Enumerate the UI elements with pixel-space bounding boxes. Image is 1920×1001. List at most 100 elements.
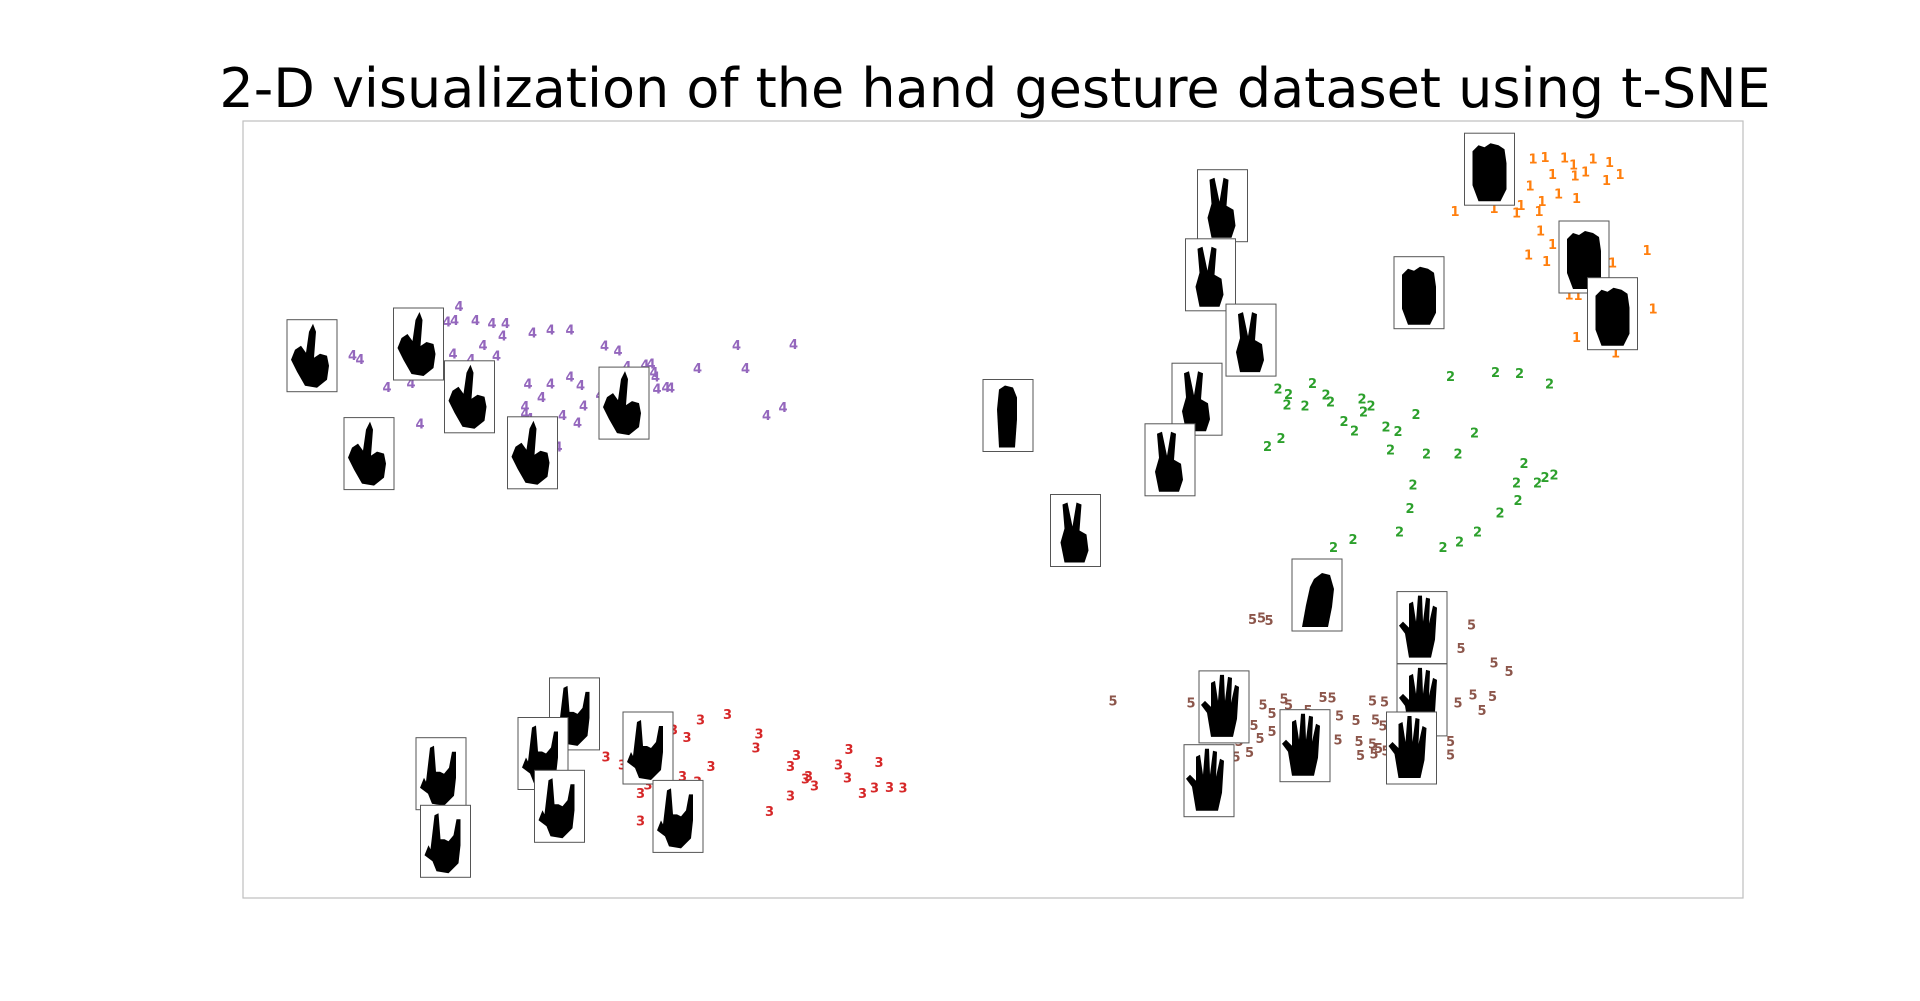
point-label-class-1: 1	[1588, 152, 1597, 167]
point-label-class-4: 4	[651, 371, 660, 386]
point-label-class-1: 1	[1572, 192, 1581, 207]
point-label-class-1: 1	[1534, 205, 1543, 220]
point-label-class-1: 1	[1525, 180, 1534, 195]
point-label-class-2: 2	[1512, 476, 1521, 491]
plot-area-frame	[242, 120, 1744, 899]
point-label-class-3: 3	[858, 787, 867, 802]
gesture-thumbnail-index-icon	[598, 366, 650, 440]
point-label-class-4: 4	[652, 382, 661, 397]
point-label-class-5: 5	[1468, 689, 1477, 704]
point-label-class-3: 3	[754, 727, 763, 742]
point-label-class-5: 5	[1477, 704, 1486, 719]
gesture-thumbnail-open-icon	[1386, 711, 1437, 785]
point-label-class-5: 5	[1489, 657, 1498, 672]
point-label-class-5: 5	[1446, 748, 1455, 763]
point-label-class-4: 4	[537, 391, 546, 406]
point-label-class-2: 2	[1513, 494, 1522, 509]
point-label-class-1: 1	[1450, 205, 1459, 220]
point-label-class-5: 5	[1255, 732, 1264, 747]
point-label-class-4: 4	[471, 314, 480, 329]
gesture-thumbnail-horns-icon	[622, 711, 674, 785]
point-label-class-3: 3	[898, 782, 907, 797]
point-label-class-5: 5	[1279, 692, 1288, 707]
gesture-thumbnail-fist-icon	[1393, 256, 1445, 330]
point-label-class-1: 1	[1512, 207, 1521, 222]
point-label-class-5: 5	[1380, 696, 1389, 711]
point-label-class-1: 1	[1536, 225, 1545, 240]
point-label-class-2: 2	[1405, 502, 1414, 517]
gesture-thumbnail-victory-icon	[1197, 169, 1248, 243]
point-label-class-3: 3	[696, 713, 705, 728]
point-label-class-4: 4	[576, 379, 585, 394]
point-label-class-3: 3	[678, 770, 687, 785]
point-label-class-4: 4	[520, 407, 529, 422]
point-label-class-4: 4	[478, 339, 487, 354]
point-label-class-2: 2	[1491, 366, 1500, 381]
point-label-class-2: 2	[1408, 479, 1417, 494]
point-label-class-2: 2	[1348, 533, 1357, 548]
point-label-class-1: 1	[1570, 169, 1579, 184]
point-label-class-5: 5	[1264, 614, 1273, 629]
gesture-thumbnail-horns-icon	[420, 804, 471, 878]
point-label-class-2: 2	[1263, 440, 1272, 455]
point-label-class-1: 1	[1537, 195, 1546, 210]
gesture-thumbnail-open-icon	[1183, 744, 1235, 818]
point-label-class-4: 4	[565, 323, 574, 338]
point-label-class-4: 4	[778, 401, 787, 416]
point-label-class-3: 3	[834, 758, 843, 773]
point-label-class-5: 5	[1108, 695, 1117, 710]
point-label-class-3: 3	[765, 805, 774, 820]
gesture-thumbnail-fist-up-icon	[982, 379, 1034, 452]
point-label-class-3: 3	[844, 743, 853, 758]
gesture-thumbnail-index-icon	[286, 319, 338, 393]
gesture-thumbnail-victory-icon	[1225, 303, 1277, 377]
point-label-class-4: 4	[732, 339, 741, 354]
point-label-class-1: 1	[1648, 302, 1657, 317]
point-label-class-3: 3	[706, 760, 715, 775]
gesture-thumbnail-victory-icon	[1171, 362, 1223, 436]
point-label-class-1: 1	[1489, 202, 1498, 217]
point-label-class-1: 1	[1608, 257, 1617, 272]
point-label-class-1: 1	[1642, 244, 1651, 259]
point-label-class-3: 3	[643, 779, 652, 794]
point-label-class-5: 5	[1327, 692, 1336, 707]
point-label-class-3: 3	[601, 751, 610, 766]
point-label-class-3: 3	[786, 760, 795, 775]
point-label-class-4: 4	[565, 371, 574, 386]
gesture-thumbnail-index-icon	[507, 416, 558, 490]
chart-title: 2-D visualization of the hand gesture da…	[219, 57, 1771, 120]
point-label-class-3: 3	[723, 708, 732, 723]
point-label-class-5: 5	[1267, 707, 1276, 722]
point-label-class-1: 1	[1572, 331, 1581, 346]
point-label-class-5: 5	[1335, 710, 1344, 725]
gesture-thumbnail-open-icon	[1396, 591, 1448, 665]
point-label-class-5: 5	[1378, 720, 1387, 735]
point-label-class-2: 2	[1329, 541, 1338, 556]
point-label-class-1: 1	[1516, 199, 1525, 214]
point-label-class-5: 5	[1453, 696, 1462, 711]
point-label-class-2: 2	[1549, 469, 1558, 484]
gesture-thumbnail-index-icon	[393, 307, 444, 381]
point-label-class-4: 4	[741, 362, 750, 377]
point-label-class-5: 5	[1467, 619, 1476, 634]
point-label-class-4: 4	[355, 353, 364, 368]
point-label-class-4: 4	[520, 400, 529, 415]
point-label-class-3: 3	[874, 756, 883, 771]
point-label-class-3: 3	[682, 731, 691, 746]
point-label-class-4: 4	[523, 378, 532, 393]
point-label-class-4: 4	[382, 381, 391, 396]
point-label-class-2: 2	[1386, 444, 1395, 459]
point-label-class-2: 2	[1357, 392, 1366, 407]
point-label-class-2: 2	[1411, 408, 1420, 423]
point-label-class-1: 1	[1605, 156, 1614, 171]
point-label-class-5: 5	[1231, 751, 1240, 766]
point-label-class-4: 4	[546, 378, 555, 393]
point-label-class-1: 1	[1542, 255, 1551, 270]
gesture-thumbnail-open-icon	[1198, 670, 1250, 744]
point-label-class-5: 5	[1245, 746, 1254, 761]
point-label-class-3: 3	[786, 790, 795, 805]
point-label-class-4: 4	[666, 382, 675, 397]
point-label-class-3: 3	[636, 814, 645, 829]
point-label-class-4: 4	[498, 330, 507, 345]
